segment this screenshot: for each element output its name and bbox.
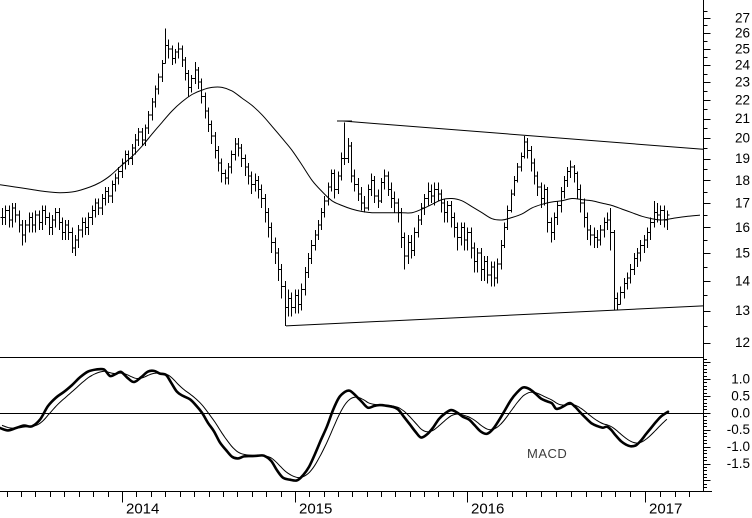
price-tick-label: 19: [735, 151, 750, 166]
price-bars: [0, 28, 670, 327]
price-tick-label: 15: [735, 246, 750, 261]
macd-signal-line: [1, 370, 668, 479]
price-tick-label: 23: [735, 75, 750, 90]
moving-average-line: [0, 86, 701, 221]
price-tick-label: 27: [735, 10, 750, 25]
price-tick-label: 22: [735, 92, 750, 107]
axes-frame: [0, 0, 712, 492]
price-tick-label: 21: [735, 111, 750, 126]
trendlines: [285, 120, 704, 327]
macd-tick-label: -1.0: [727, 439, 750, 454]
macd-tick-label: -0.5: [727, 422, 750, 437]
price-tick-label: 26: [735, 26, 750, 41]
price-tick-label: 16: [735, 220, 750, 235]
macd-line: [0, 367, 670, 482]
price-tick-label: 13: [735, 303, 750, 318]
price-tick-label: 20: [735, 131, 750, 146]
price-tick-label: 14: [735, 273, 751, 288]
price-tick-label: 18: [735, 173, 750, 188]
macd-tick-label: 0.5: [731, 388, 750, 403]
macd-tick-label: 0.0: [731, 405, 750, 420]
bottom-axis-ticks: [7, 491, 690, 503]
price-axis-ticks: [703, 11, 711, 344]
macd-tick-label: 1.0: [731, 371, 750, 386]
price-tick-label: 17: [735, 196, 750, 211]
year-label: 2015: [299, 501, 332, 518]
year-label: 2016: [471, 501, 504, 518]
year-label: 2017: [649, 501, 682, 518]
price-tick-label: 25: [735, 41, 750, 56]
macd-label: MACD: [527, 446, 568, 461]
lower-trendline: [285, 305, 704, 327]
year-label: 2014: [126, 501, 159, 518]
macd-axis-labels: 1.0 0.5 0.0 -0.5 -1.0 -1.5: [727, 371, 750, 471]
price-tick-label: 12: [735, 335, 750, 350]
macd-tick-label: -1.5: [727, 456, 750, 471]
upper-trendline: [342, 120, 704, 150]
year-labels: 2014 2015 2016 2017: [126, 501, 682, 518]
macd-axis-ticks: [703, 359, 711, 492]
price-tick-label: 24: [735, 58, 751, 73]
